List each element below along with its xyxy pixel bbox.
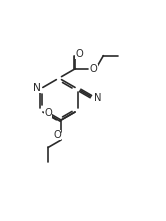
Text: O: O — [75, 49, 83, 59]
Text: O: O — [54, 130, 61, 140]
Text: O: O — [90, 64, 98, 74]
Text: O: O — [44, 108, 52, 118]
Text: N: N — [94, 93, 102, 103]
Text: N: N — [33, 83, 41, 93]
